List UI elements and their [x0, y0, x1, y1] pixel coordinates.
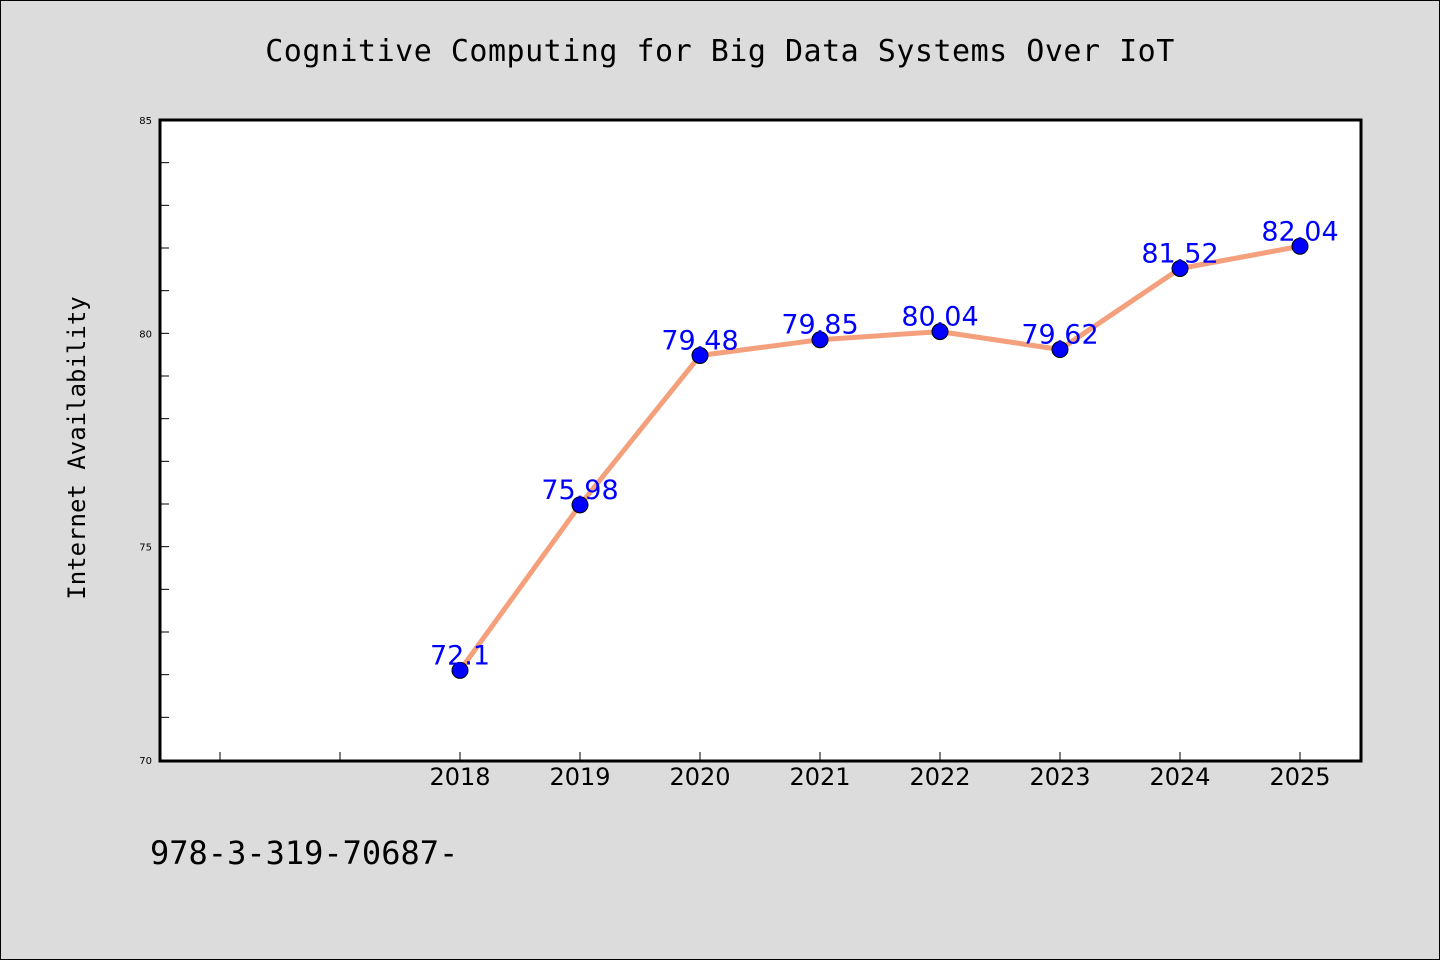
y-tick-label: 85 — [139, 116, 152, 127]
data-label: 79.48 — [661, 326, 738, 357]
y-tick-label: 75 — [139, 543, 152, 554]
data-label: 81.52 — [1141, 238, 1218, 269]
data-point — [1171, 259, 1189, 277]
data-point — [1291, 237, 1309, 255]
y-axis: 70 75 80 85 — [139, 116, 169, 767]
data-point — [811, 331, 829, 349]
plot-area — [158, 118, 1363, 763]
data-label: 79.62 — [1021, 320, 1098, 351]
data-point — [1051, 341, 1069, 359]
y-tick-label: 70 — [139, 756, 152, 767]
x-tick-label: 2023 — [1029, 763, 1090, 791]
x-tick-label: 2024 — [1149, 763, 1210, 791]
data-label: 82.04 — [1261, 216, 1338, 247]
series-line — [457, 243, 1301, 672]
x-tick-label: 2018 — [429, 763, 490, 791]
chart-title: Cognitive Computing for Big Data Systems… — [265, 34, 1175, 69]
x-tick-label: 2020 — [669, 763, 730, 791]
data-point — [451, 661, 469, 679]
data-label: 80.04 — [901, 302, 978, 333]
x-tick-label: 2022 — [909, 763, 970, 791]
x-axis: 2018 2019 2020 2021 2022 2023 2024 2025 — [219, 752, 1331, 791]
data-label: 79.85 — [781, 310, 858, 341]
x-tick-label: 2019 — [549, 763, 610, 791]
series-markers — [451, 237, 1309, 679]
data-labels: 72.1 75.98 79.48 79.85 80.04 79.62 81.52 82.04 — [430, 216, 1339, 671]
data-point — [931, 323, 949, 341]
x-tick-label: 2025 — [1269, 763, 1330, 791]
data-point — [691, 347, 709, 365]
data-label: 72.1 — [430, 640, 490, 671]
footer-note: 978-3-319-70687- — [150, 834, 459, 872]
data-point — [571, 496, 589, 514]
y-tick-label: 80 — [139, 329, 152, 340]
x-tick-label: 2021 — [789, 763, 850, 791]
data-label: 75.98 — [541, 475, 618, 506]
